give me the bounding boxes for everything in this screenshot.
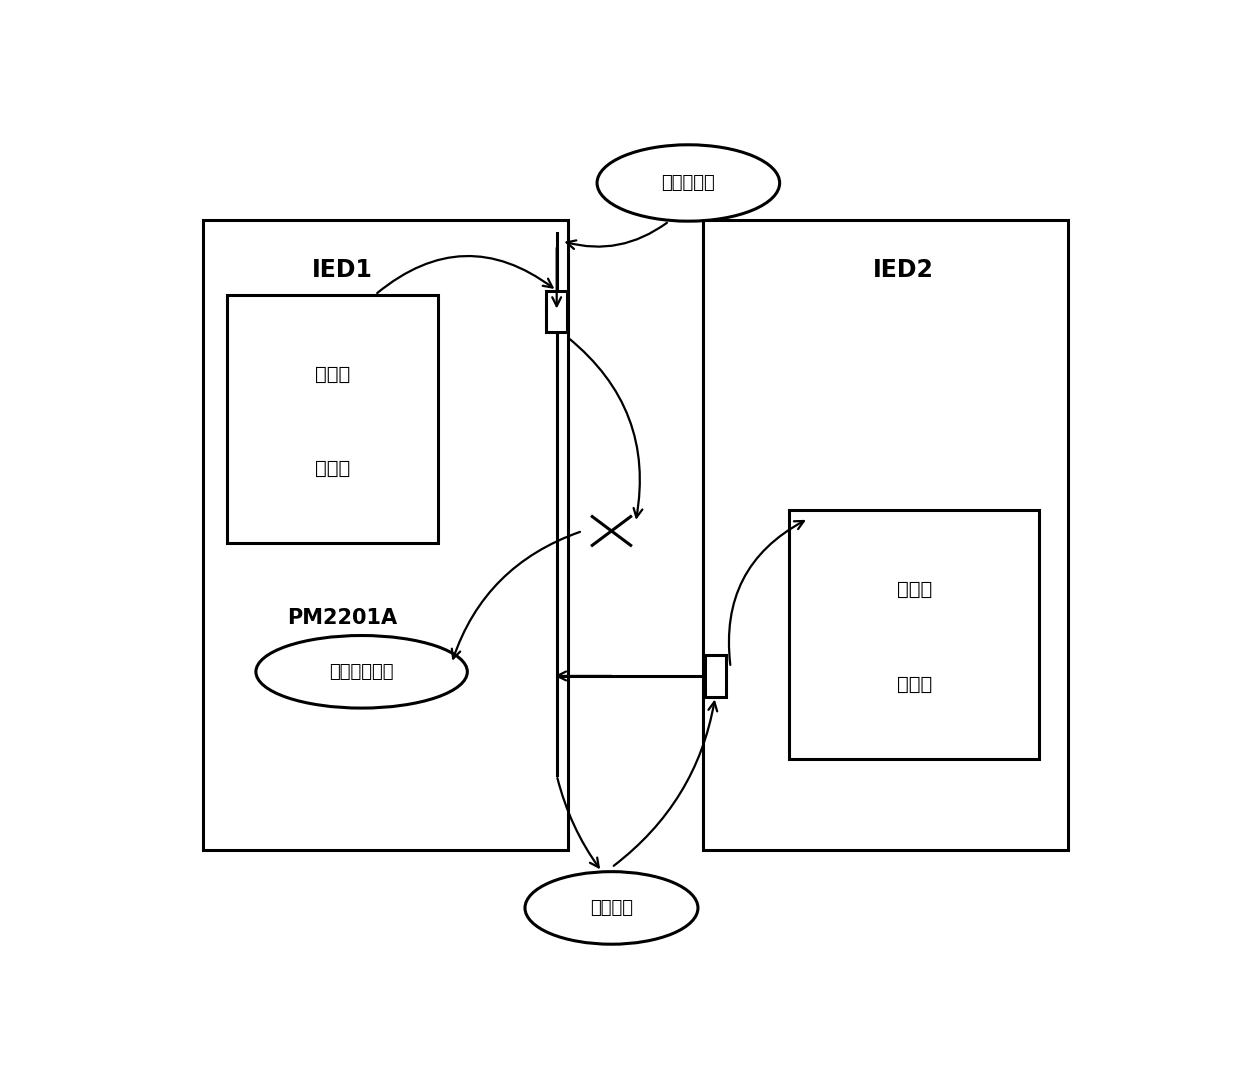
Text: 控制块: 控制块 [315,365,351,384]
Bar [227,295,439,543]
Bar [789,510,1039,759]
Text: IED2: IED2 [873,257,934,282]
Bar [203,221,568,850]
Bar [546,291,567,332]
Text: PM2201A: PM2201A [286,608,397,628]
Text: 光纤连接线: 光纤连接线 [661,174,715,192]
Text: PT2201A: PT2201A [852,608,956,628]
Ellipse shape [255,636,467,708]
Text: 数据集: 数据集 [897,675,931,694]
Text: 控制块: 控制块 [897,580,931,599]
Ellipse shape [525,872,698,945]
Ellipse shape [598,145,780,222]
Text: 数据集: 数据集 [315,459,351,479]
Bar [703,221,1068,850]
Text: IED1: IED1 [311,257,372,282]
Text: 物理端口: 物理端口 [590,898,632,917]
Text: 光纤状态显示: 光纤状态显示 [330,663,394,681]
Bar [704,655,725,696]
